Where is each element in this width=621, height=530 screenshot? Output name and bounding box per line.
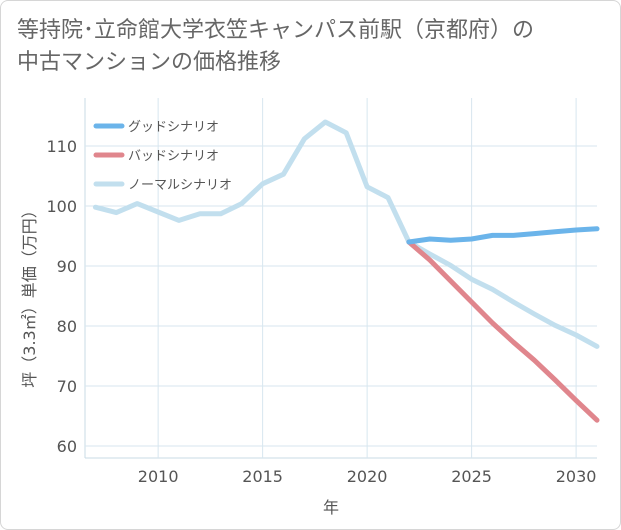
series-lines	[92, 119, 600, 423]
chart-title-line2: 中古マンションの価格推移	[17, 50, 282, 75]
x-tick-label: 2025	[451, 467, 492, 486]
series-line-0	[406, 226, 600, 245]
y-axis-label: 坪（3.3㎡）単価（万円）	[20, 202, 39, 387]
x-tick-labels: 2010 2015 2020 2025 2030	[138, 467, 597, 486]
x-tick-label: 2010	[138, 467, 179, 486]
chart-title-line1: 等持院･立命館大学衣笠キャンパス前駅（京都府）の	[17, 18, 535, 43]
y-tick-label: 60	[57, 437, 77, 456]
series-line-2	[92, 119, 600, 349]
x-tick-label: 2020	[347, 467, 388, 486]
y-tick-labels: 60 70 80 90 100 110	[46, 137, 77, 456]
y-tick-label: 110	[46, 137, 77, 156]
x-tick-label: 2015	[242, 467, 283, 486]
series-line-1	[406, 239, 600, 423]
y-tick-label: 90	[57, 257, 77, 276]
chart-title: 等持院･立命館大学衣笠キャンパス前駅（京都府）の 中古マンションの価格推移	[17, 15, 607, 79]
legend-label-1: バッドシナリオ	[128, 149, 219, 164]
y-tick-label: 70	[57, 377, 77, 396]
y-tick-label: 100	[46, 197, 77, 216]
legend-label-0: グッドシナリオ	[128, 120, 219, 135]
y-tick-label: 80	[57, 317, 77, 336]
x-tick-label: 2030	[556, 467, 597, 486]
legend-label-2: ノーマルシナリオ	[128, 178, 232, 193]
x-axis-label: 年	[323, 498, 339, 517]
